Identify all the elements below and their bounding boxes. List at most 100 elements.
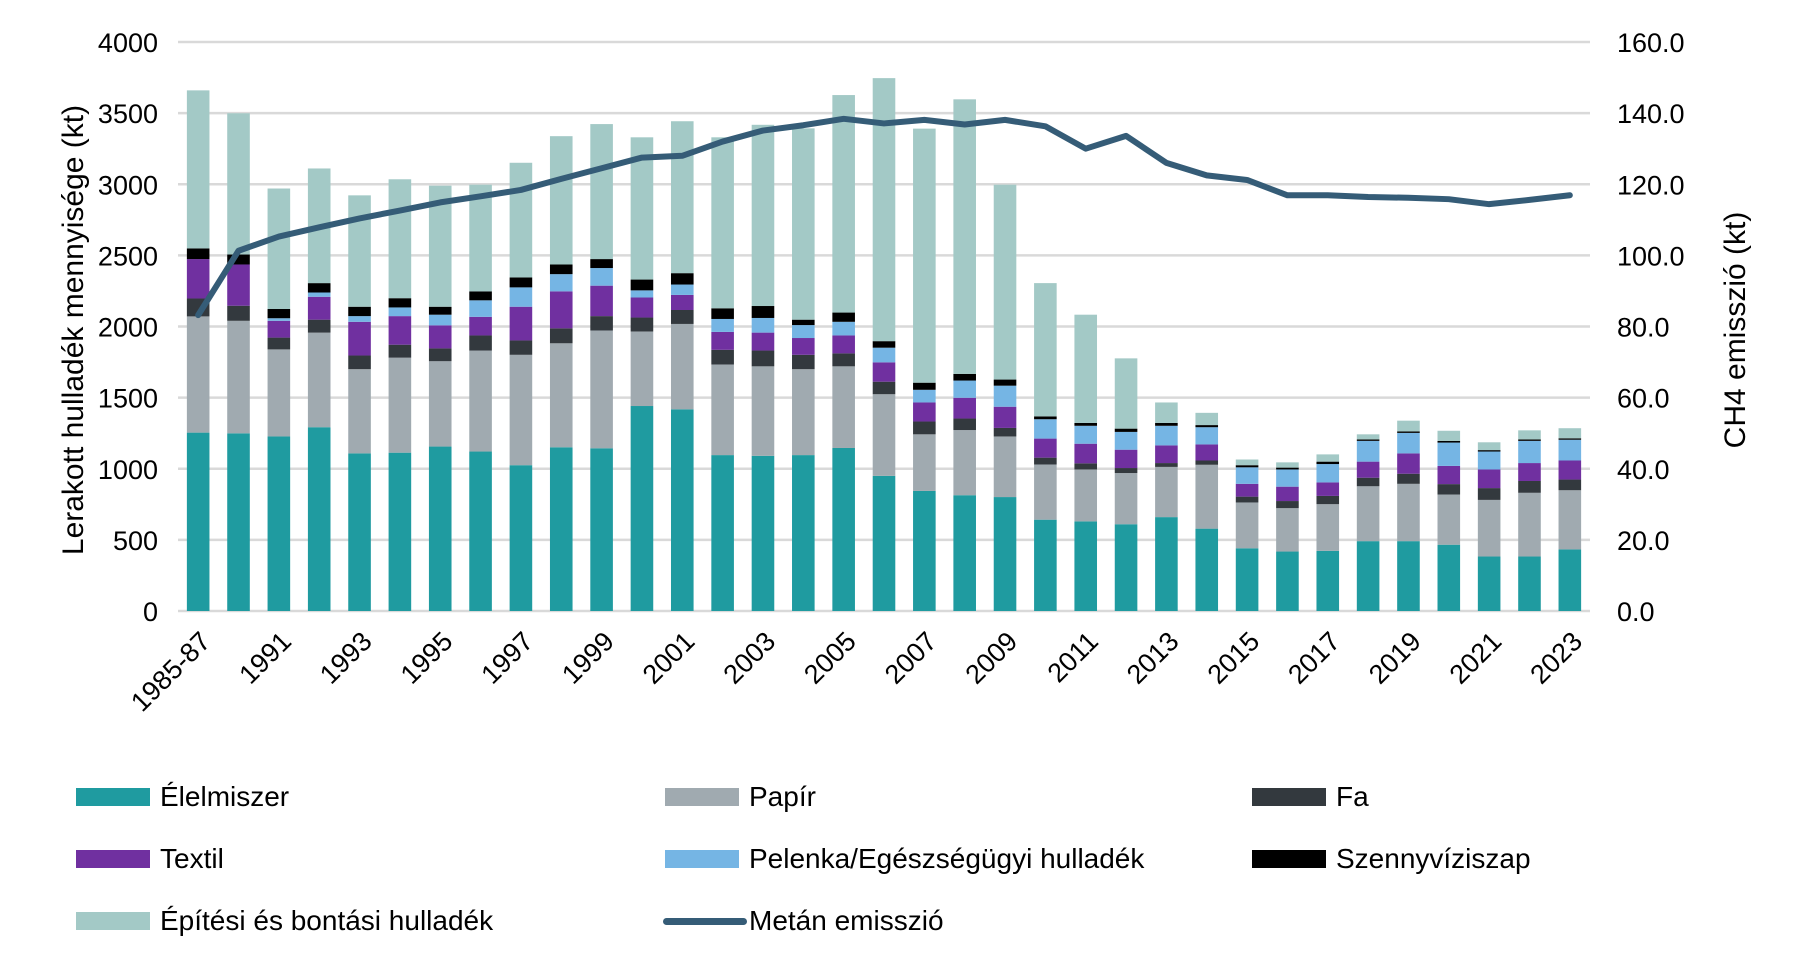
bar-segment-pelenka-eg-szs-g-gyi-hullad-k <box>872 347 896 363</box>
y-tick-label: 1500 <box>98 384 158 414</box>
bar-segment-fa <box>549 328 573 344</box>
bar-segment-pap-r <box>1558 490 1582 550</box>
bar-segment-pelenka-eg-szs-g-gyi-hullad-k <box>1356 440 1380 462</box>
bar-segment-pelenka-eg-szs-g-gyi-hullad-k <box>267 318 291 321</box>
bar-segment-fa <box>832 353 855 367</box>
bar-segment-szennyv-ziszap <box>630 279 654 291</box>
bar-segment--p-t-si-s-bont-si-hullad-k <box>388 179 412 299</box>
bar-segment-fa <box>1114 468 1138 474</box>
bar-segment-fa <box>872 381 896 395</box>
bar-segment--lelmiszer <box>1316 550 1340 611</box>
bar-segment-szennyv-ziszap <box>590 259 613 269</box>
x-tick-label: 1997 <box>475 626 539 690</box>
bar-segment-szennyv-ziszap <box>1316 461 1340 465</box>
bar-segment--p-t-si-s-bont-si-hullad-k <box>1195 412 1219 426</box>
bar-segment-pelenka-eg-szs-g-gyi-hullad-k <box>1437 442 1461 466</box>
bar-segment-pap-r <box>630 331 654 407</box>
bar-segment-szennyv-ziszap <box>388 298 412 308</box>
bar-segment--p-t-si-s-bont-si-hullad-k <box>428 185 452 307</box>
bar-segment-textil <box>469 316 492 336</box>
x-tick-label: 1995 <box>395 626 459 690</box>
bar-segment-textil <box>388 316 412 345</box>
bar-segment-textil <box>1356 461 1380 478</box>
y-axis-title: Lerakott hulladék mennyisége (kt) <box>57 105 90 555</box>
bar-segment--lelmiszer <box>267 436 291 611</box>
bar-segment-szennyv-ziszap <box>751 306 775 318</box>
bar-segment-szennyv-ziszap <box>1155 422 1178 426</box>
y2-tick-label: 20.0 <box>1617 526 1670 556</box>
bar-segment-pelenka-eg-szs-g-gyi-hullad-k <box>509 287 533 307</box>
bar-segment-pelenka-eg-szs-g-gyi-hullad-k <box>388 307 412 317</box>
bar-segment-fa <box>1074 463 1098 470</box>
bar-segment-textil <box>1397 453 1420 474</box>
bar-segment--lelmiszer <box>872 475 896 611</box>
bar-segment-szennyv-ziszap <box>1276 467 1299 470</box>
methane-line <box>195 115 1573 319</box>
bar-segment-fa <box>1477 488 1501 500</box>
bar-segment-fa <box>469 335 492 351</box>
bar-segment-szennyv-ziszap <box>1034 416 1057 420</box>
bar-segment-pelenka-eg-szs-g-gyi-hullad-k <box>953 380 976 398</box>
bar-segment-szennyv-ziszap <box>307 283 331 293</box>
x-tick-label: 2021 <box>1444 626 1508 690</box>
bar-segment--p-t-si-s-bont-si-hullad-k <box>267 188 291 310</box>
bar-segment-szennyv-ziszap <box>1114 428 1138 432</box>
bar-segment-fa <box>428 348 452 362</box>
bar-segment-szennyv-ziszap <box>509 277 533 288</box>
bars <box>186 78 1582 611</box>
bar-segment--lelmiszer <box>1558 549 1582 611</box>
bar-segment-pelenka-eg-szs-g-gyi-hullad-k <box>1155 425 1178 446</box>
bar-segment--lelmiszer <box>953 495 976 611</box>
bar-segment-szennyv-ziszap <box>549 264 573 275</box>
bar-segment-fa <box>1437 484 1461 495</box>
bar-segment-textil <box>792 338 815 355</box>
bar-segment-szennyv-ziszap <box>1477 450 1501 452</box>
y-tick-label: 2500 <box>98 241 158 271</box>
bar-segment-fa <box>993 427 1017 437</box>
bar-segment-szennyv-ziszap <box>953 373 976 381</box>
bar-segment-szennyv-ziszap <box>227 254 250 265</box>
bar-segment-pap-r <box>1437 494 1461 545</box>
x-tick-label: 2019 <box>1363 626 1427 690</box>
bar-segment-pelenka-eg-szs-g-gyi-hullad-k <box>1316 464 1340 483</box>
bar-segment-pap-r <box>348 369 371 454</box>
bar-segment-textil <box>1114 449 1138 469</box>
bar-segment-pap-r <box>590 330 613 449</box>
bar-segment-textil <box>1235 483 1259 497</box>
bar-segment-pap-r <box>267 349 291 437</box>
bar-segment-textil <box>711 331 734 350</box>
bar-segment-textil <box>670 294 694 310</box>
x-tick-label: 2003 <box>718 626 782 690</box>
bar-segment-fa <box>267 337 291 350</box>
bar-segment-textil <box>590 285 613 317</box>
bar-segment-textil <box>549 291 573 329</box>
bar-segment-pelenka-eg-szs-g-gyi-hullad-k <box>590 268 613 286</box>
bar-segment-pap-r <box>1356 486 1380 542</box>
bar-segment--p-t-si-s-bont-si-hullad-k <box>872 78 896 342</box>
bar-segment-pap-r <box>1114 473 1138 525</box>
bar-segment-fa <box>227 305 250 321</box>
y-tick-label: 0 <box>143 597 158 627</box>
bar-segment-fa <box>1518 480 1541 493</box>
bar-segment-pap-r <box>1397 483 1420 542</box>
y2-tick-label: 140.0 <box>1617 99 1685 129</box>
bar-segment--lelmiszer <box>1437 544 1461 611</box>
bar-segment-pelenka-eg-szs-g-gyi-hullad-k <box>751 317 775 333</box>
bar-segment-fa <box>711 349 734 365</box>
bar-segment--p-t-si-s-bont-si-hullad-k <box>953 99 976 374</box>
bar-segment--lelmiszer <box>630 406 654 611</box>
bar-segment-pelenka-eg-szs-g-gyi-hullad-k <box>792 325 815 339</box>
bar-segment-pelenka-eg-szs-g-gyi-hullad-k <box>1558 439 1582 461</box>
bar-segment--lelmiszer <box>1235 548 1259 611</box>
bar-segment-textil <box>993 406 1017 428</box>
bar-segment-szennyv-ziszap <box>913 382 936 390</box>
bar-segment-szennyv-ziszap <box>186 248 210 260</box>
bar-segment-pap-r <box>1074 469 1098 522</box>
bar-segment-fa <box>1276 501 1299 509</box>
bar-segment-fa <box>348 355 371 370</box>
bar-segment-szennyv-ziszap <box>872 341 896 348</box>
bar-segment-textil <box>630 297 654 318</box>
bar-segment-textil <box>348 321 371 356</box>
bar-segment--lelmiszer <box>186 432 210 611</box>
